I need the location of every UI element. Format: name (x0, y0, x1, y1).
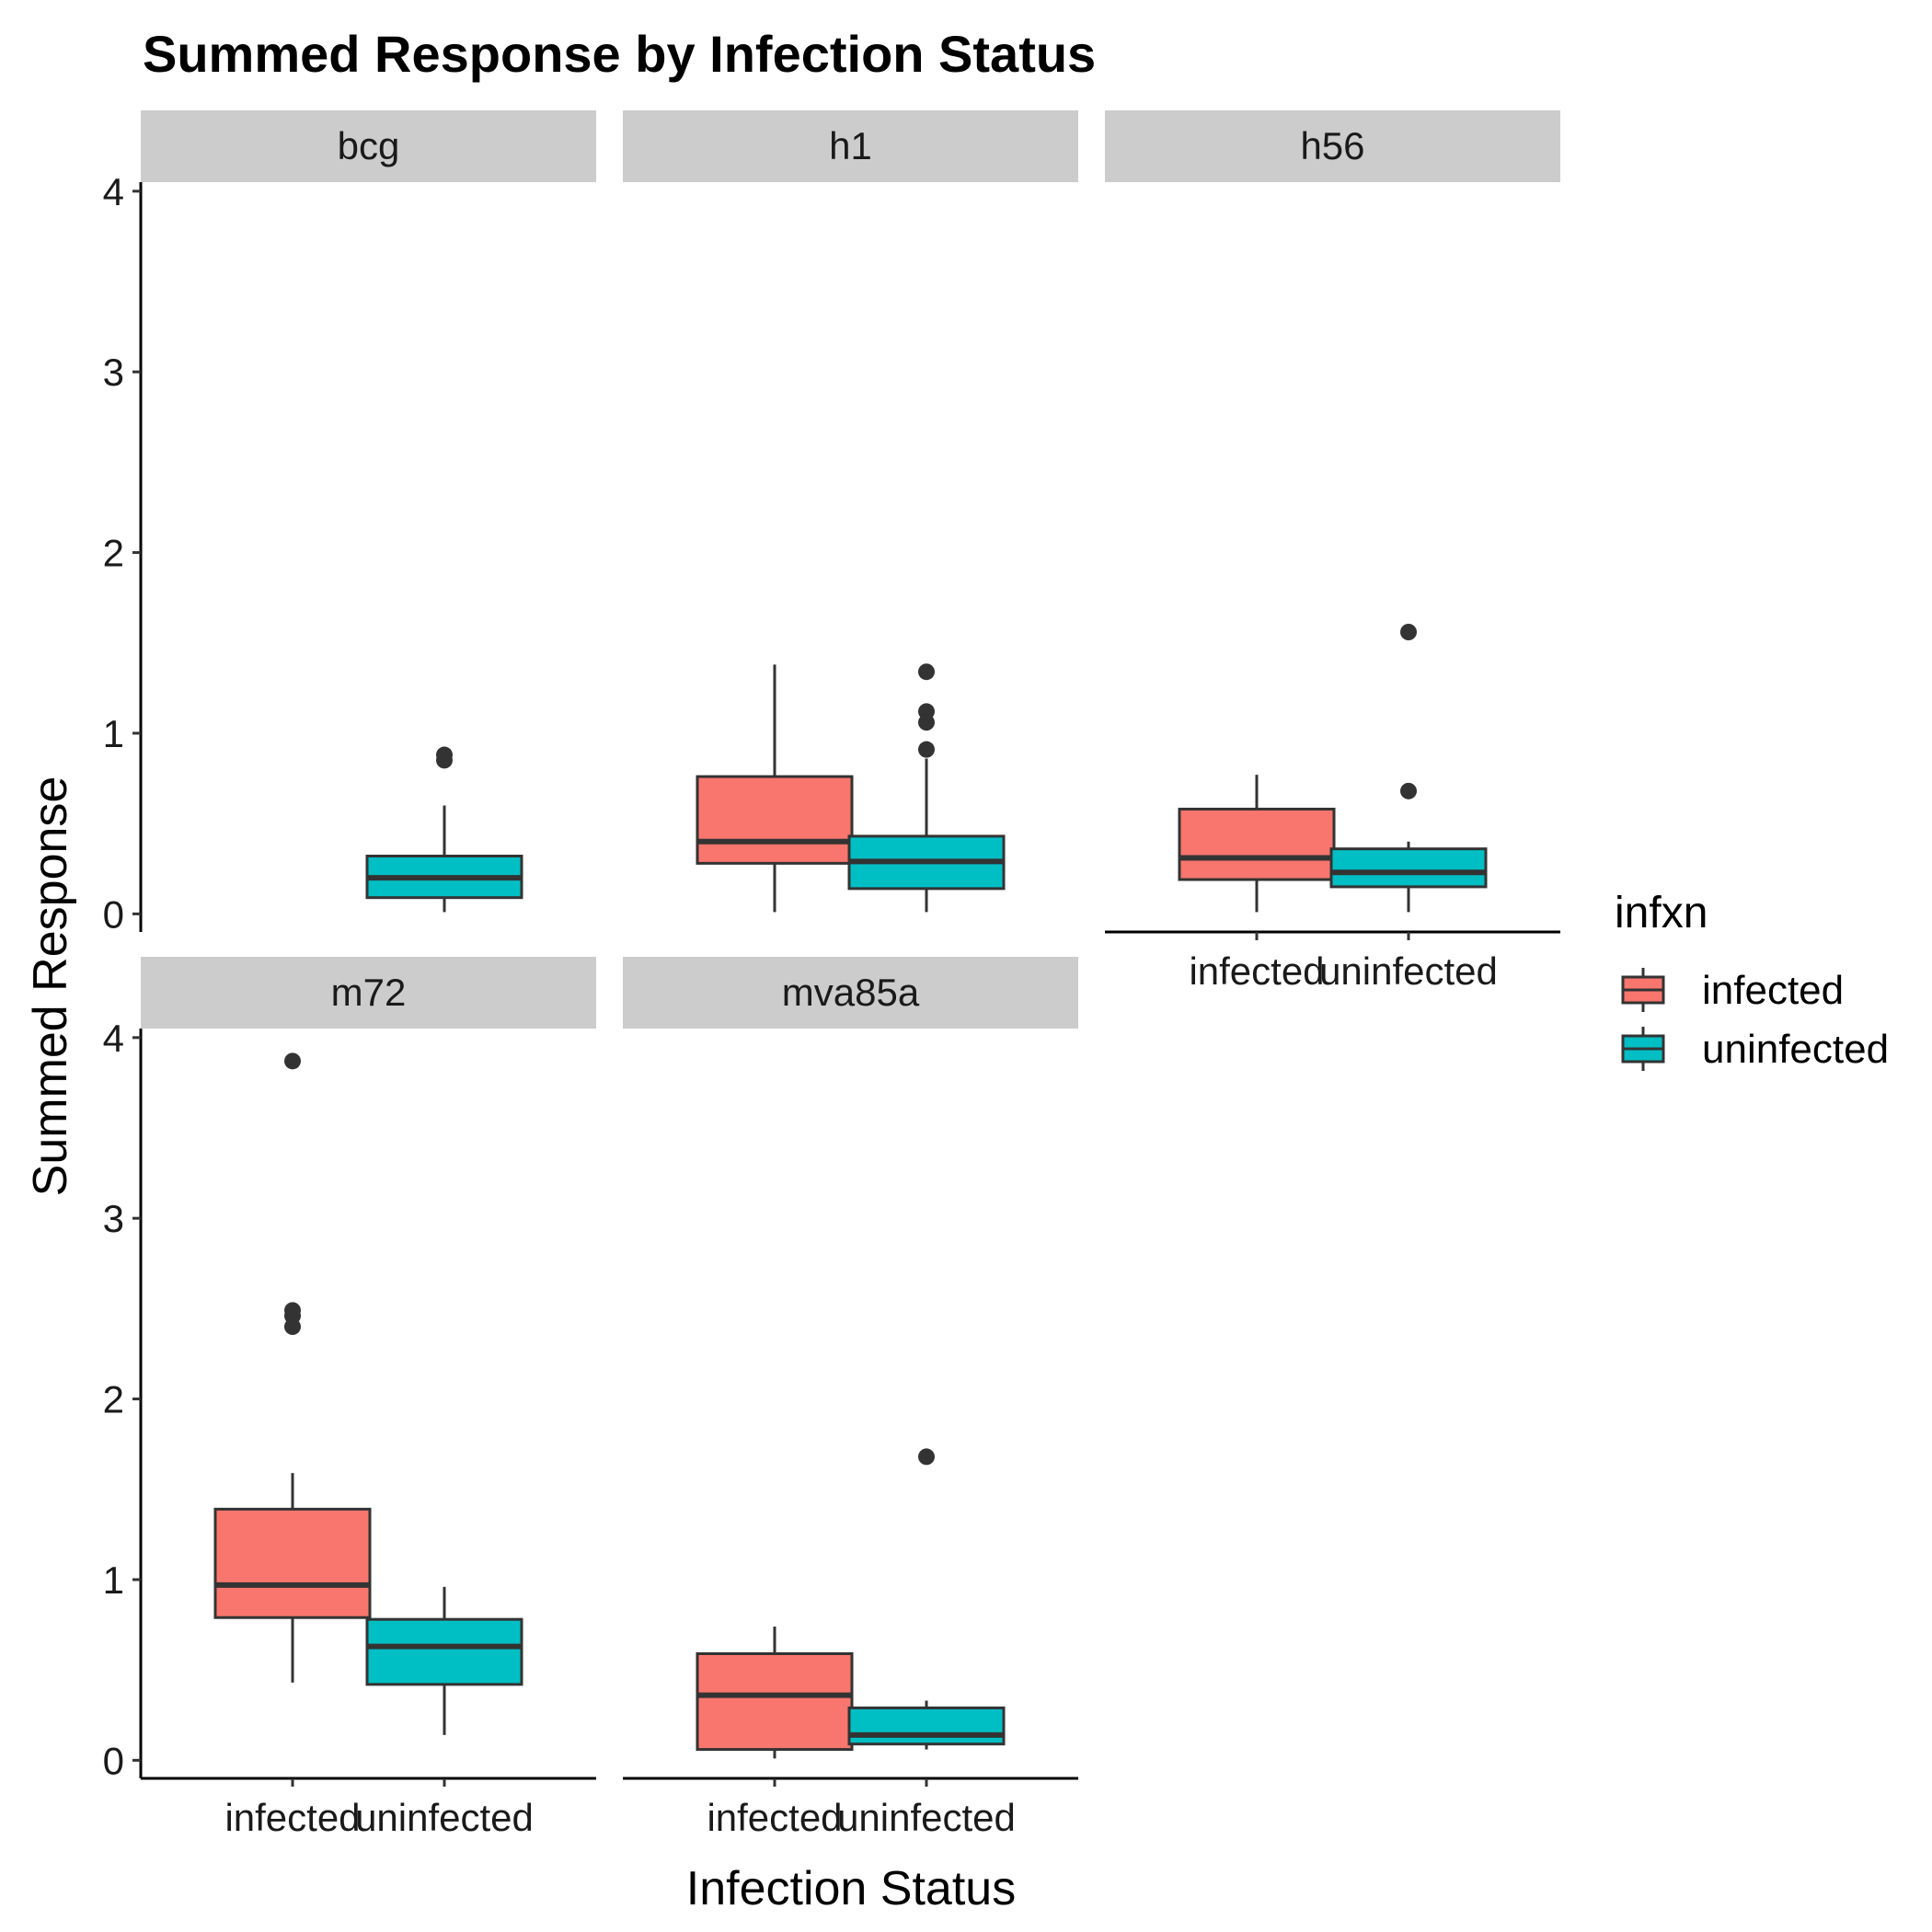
outlier-point (284, 1302, 301, 1319)
facet-strip-label-mva85a: mva85a (782, 971, 920, 1014)
legend-label: uninfected (1702, 1027, 1889, 1072)
box-h56-infected (1178, 775, 1336, 913)
y-tick-label: 2 (103, 532, 124, 575)
x-axis-title: Infection Status (686, 1862, 1016, 1915)
outlier-point (918, 1448, 935, 1466)
y-tick-label: 4 (103, 170, 124, 213)
y-tick-label: 1 (103, 1558, 124, 1602)
y-tick-label: 3 (103, 1197, 124, 1240)
box-m72-infected (213, 1052, 372, 1683)
facet-strip-label-h56: h56 (1300, 124, 1364, 167)
legend-title: infxn (1615, 889, 1708, 937)
y-tick-label: 3 (103, 351, 124, 394)
facet-panel-bcg: bcg 0 1 2 3 4 (103, 110, 596, 936)
y-tick-label: 0 (103, 892, 124, 936)
x-tick-label: infected (707, 1796, 842, 1839)
box-iqr (696, 775, 854, 865)
outlier-point (1400, 624, 1417, 640)
y-tick-label: 2 (103, 1378, 124, 1421)
y-tick-label: 4 (103, 1017, 124, 1060)
facet-strip-h1 (623, 110, 1078, 182)
box-bcg-uninfected (365, 746, 523, 913)
box-iqr (696, 1651, 854, 1752)
facet-strip-label-h1: h1 (829, 124, 872, 167)
box-iqr (365, 1617, 523, 1686)
facet-strip-m72 (141, 957, 596, 1029)
legend-label: infected (1702, 968, 1844, 1013)
facet-strip-label-m72: m72 (331, 971, 407, 1014)
box-h56-uninfected (1329, 624, 1488, 913)
x-tick-label: uninfected (837, 1796, 1016, 1839)
legend-item-infected: infected (1621, 968, 1844, 1013)
outlier-point (436, 746, 453, 764)
x-tick-label: uninfected (355, 1796, 534, 1839)
facet-strip-mva85a (623, 957, 1078, 1029)
outlier-point (918, 663, 935, 681)
y-tick-label: 0 (103, 1739, 124, 1782)
facet-strip-label-bcg: bcg (338, 124, 400, 167)
box-mva85a-uninfected (847, 1448, 1006, 1750)
facet-strip-bcg (141, 110, 596, 182)
x-tick-label: uninfected (1319, 949, 1498, 993)
chart-title: Summed Response by Infection Status (143, 25, 1096, 83)
box-iqr (847, 1706, 1006, 1746)
outlier-point (284, 1052, 301, 1070)
box-iqr (1329, 847, 1488, 889)
y-axis-title: Summed Response (24, 776, 77, 1197)
box-iqr (1178, 807, 1336, 881)
legend: infxn infected uninfected (1615, 889, 1889, 1072)
box-m72-uninfected (365, 1586, 523, 1735)
x-tick-label: infected (224, 1796, 360, 1839)
box-iqr (213, 1507, 372, 1619)
facet-strip-h56 (1105, 110, 1560, 182)
outlier-point (1400, 782, 1417, 799)
y-tick-label: 1 (103, 712, 124, 755)
outlier-point (918, 741, 935, 758)
legend-item-uninfected: uninfected (1621, 1027, 1889, 1072)
box-h1-infected (696, 664, 854, 913)
outlier-point (918, 703, 935, 720)
box-h1-uninfected (847, 663, 1006, 913)
facet-panel-h1: h1 (623, 110, 1078, 913)
box-mva85a-infected (696, 1627, 854, 1759)
x-tick-label: infected (1189, 949, 1324, 993)
